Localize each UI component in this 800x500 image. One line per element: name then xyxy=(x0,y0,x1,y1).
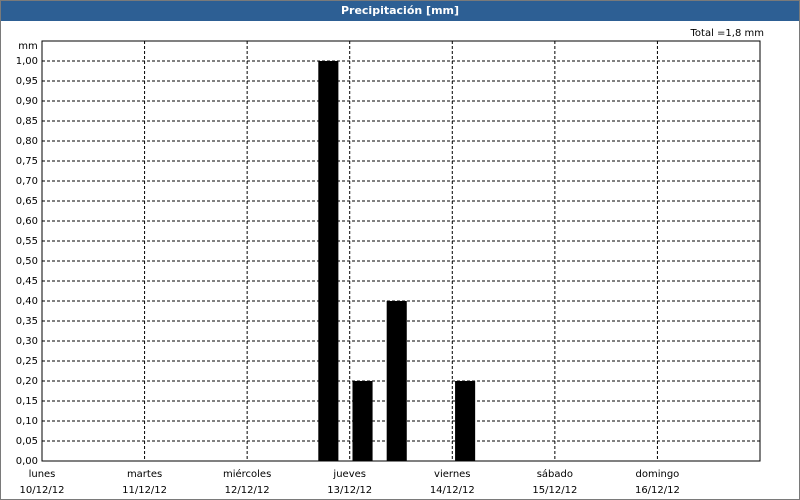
y-tick-label: 0,65 xyxy=(16,196,38,207)
x-tick-date: 13/12/12 xyxy=(327,485,372,496)
y-tick-label: 0,00 xyxy=(16,456,38,467)
y-tick-label: 0,20 xyxy=(16,376,38,387)
x-tick-date: 11/12/12 xyxy=(122,485,167,496)
x-tick-date: 12/12/12 xyxy=(225,485,270,496)
x-tick-label: jueves xyxy=(332,469,366,480)
y-tick-label: 0,10 xyxy=(16,416,38,427)
y-unit: mm xyxy=(18,41,37,52)
title-bar xyxy=(0,0,800,21)
total-label: Total =1,8 mm xyxy=(690,28,764,39)
y-tick-label: 0,95 xyxy=(16,76,38,87)
x-tick-label: sábado xyxy=(537,468,573,480)
bar xyxy=(318,61,339,461)
x-tick-label: domingo xyxy=(636,469,680,480)
plot-border xyxy=(41,40,761,462)
y-tick-label: 0,50 xyxy=(16,256,38,267)
y-tick-label: 0,60 xyxy=(16,216,38,227)
x-tick-date: 10/12/12 xyxy=(20,485,65,496)
y-tick-label: 0,55 xyxy=(16,236,38,247)
y-tick-label: 1,00 xyxy=(16,56,38,67)
x-tick-label: viernes xyxy=(434,469,470,480)
bar xyxy=(386,301,407,461)
y-tick-label: 0,25 xyxy=(16,356,38,367)
x-tick-date: 14/12/12 xyxy=(430,485,475,496)
y-tick-label: 0,80 xyxy=(16,136,38,147)
y-tick-label: 0,70 xyxy=(16,176,38,187)
y-tick-label: 0,45 xyxy=(16,276,38,287)
bar xyxy=(352,381,373,461)
y-tick-label: 0,75 xyxy=(16,156,38,167)
x-tick-label: miércoles xyxy=(223,468,271,480)
x-tick-date: 15/12/12 xyxy=(532,485,577,496)
y-tick-label: 0,05 xyxy=(16,436,38,447)
x-tick-date: 16/12/12 xyxy=(635,485,680,496)
y-tick-label: 0,85 xyxy=(16,116,38,127)
bar xyxy=(455,381,476,461)
y-tick-label: 0,30 xyxy=(16,336,38,347)
x-tick-label: lunes xyxy=(29,469,56,480)
window-title: Precipitación [mm] xyxy=(341,4,459,17)
y-tick-label: 0,35 xyxy=(16,316,38,327)
y-tick-label: 0,40 xyxy=(16,296,38,307)
y-tick-label: 0,90 xyxy=(16,96,38,107)
y-tick-label: 0,15 xyxy=(16,396,38,407)
x-tick-label: martes xyxy=(127,469,162,480)
